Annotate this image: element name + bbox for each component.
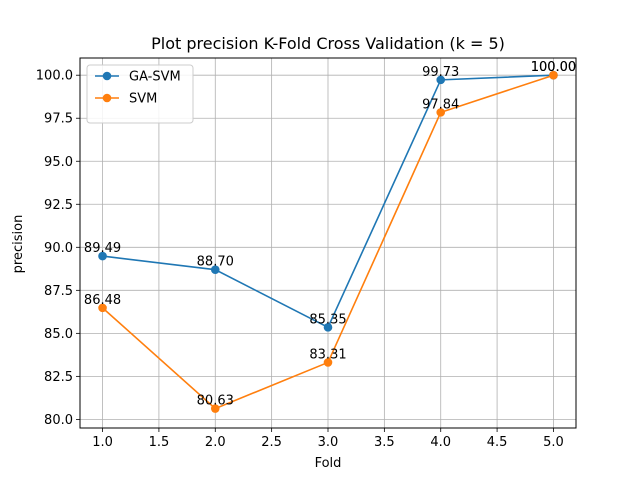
data-point: [98, 251, 107, 261]
data-label: 100.00: [531, 60, 577, 75]
data-point: [323, 323, 333, 332]
data-label: 86.48: [84, 293, 121, 308]
data-point: [436, 108, 446, 117]
data-label: 83.31: [309, 347, 346, 362]
data-point: [436, 75, 446, 85]
x-tick-label: 2.0: [205, 435, 226, 450]
y-tick-label: 82.5: [44, 370, 73, 385]
x-tick-label: 4.0: [430, 435, 451, 450]
data-point: [323, 358, 333, 367]
chart-title: Plot precision K-Fold Cross Validation (…: [151, 34, 505, 53]
ticks: 1.0 1.5 2.0 2.5 3.0 3.5 4.0 4.5 5.0 80.0 82.5 85.0 8…: [36, 69, 564, 450]
x-axis-label: Fold: [315, 456, 342, 471]
legend-entry: GA-SVM: [129, 70, 181, 85]
grid: [80, 58, 576, 428]
x-tick-label: 1.0: [92, 435, 113, 450]
x-tick-label: 3.5: [374, 435, 395, 450]
x-tick-label: 3.0: [318, 435, 339, 450]
y-tick-label: 100.0: [36, 69, 73, 84]
legend-box: [86, 64, 194, 124]
legend-marker: [102, 93, 112, 103]
y-axis-label: precision: [11, 215, 26, 274]
data-point: [98, 303, 107, 313]
x-tick-label: 1.5: [149, 435, 170, 450]
y-tick-label: 90.0: [44, 241, 73, 256]
x-tick-label: 2.5: [261, 435, 282, 450]
y-tick-label: 97.5: [44, 112, 73, 127]
data-label: 100.00: [531, 60, 577, 75]
legend-marker: [102, 71, 112, 81]
y-tick-label: 95.0: [44, 155, 73, 170]
data-label: 85.35: [309, 312, 346, 327]
y-tick-label: 80.0: [44, 413, 73, 428]
series-layer: 89.49 88.70 85.35 99.73 100.00 86.48 80.63 83.3…: [84, 60, 576, 413]
data-label: 89.49: [84, 241, 121, 256]
y-tick-label: 85.0: [44, 327, 73, 342]
data-point: [549, 70, 558, 80]
data-label: 97.84: [422, 97, 459, 112]
x-tick-label: 4.5: [487, 435, 508, 450]
data-point: [210, 265, 220, 274]
legend: GA-SVM SVM: [86, 64, 194, 124]
x-tick-label: 5.0: [543, 435, 564, 450]
data-label: 99.73: [422, 65, 459, 80]
data-point: [210, 404, 220, 413]
legend-entry: SVM: [129, 92, 157, 107]
data-label: 80.63: [197, 394, 234, 409]
data-label: 88.70: [197, 255, 234, 270]
y-tick-label: 87.5: [44, 284, 73, 299]
y-tick-label: 92.5: [44, 198, 73, 213]
